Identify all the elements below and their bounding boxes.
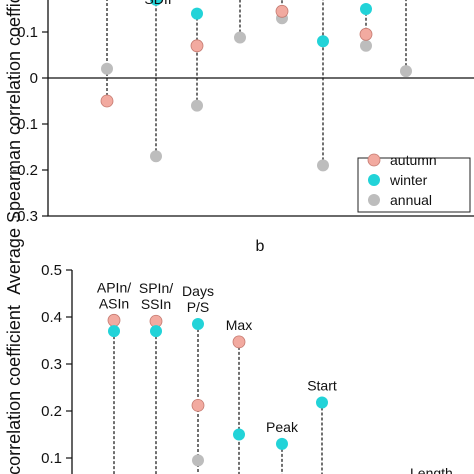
point-label: SSIn bbox=[141, 296, 171, 312]
data-point-annual bbox=[101, 62, 113, 75]
y-tick-label: 0.3 bbox=[41, 356, 62, 373]
y-tick-label: 0.1 bbox=[17, 24, 38, 41]
y-tick-label: -0.1 bbox=[12, 116, 38, 133]
data-point-autumn bbox=[191, 398, 205, 412]
data-point-winter bbox=[233, 428, 245, 441]
data-point-annual bbox=[150, 150, 162, 163]
y-tick-label: 0.1 bbox=[41, 450, 62, 467]
data-point-winter bbox=[192, 318, 204, 331]
data-point-autumn bbox=[275, 4, 289, 18]
point-label: Days bbox=[182, 283, 214, 299]
data-point-annual bbox=[191, 99, 203, 112]
corner-label: Length bbox=[410, 465, 453, 474]
data-point-winter bbox=[191, 7, 203, 20]
y-axis-label: correlation coefficient bbox=[4, 305, 24, 474]
data-point-annual bbox=[192, 454, 204, 467]
data-point-autumn bbox=[190, 39, 204, 53]
panel-b-letter: b bbox=[256, 238, 265, 255]
data-point-winter bbox=[150, 325, 162, 338]
data-point-winter bbox=[150, 0, 162, 6]
legend-label-annual: annual bbox=[390, 192, 432, 208]
data-point-autumn bbox=[232, 335, 246, 349]
data-point-annual bbox=[400, 65, 412, 78]
legend-label-winter: winter bbox=[389, 172, 428, 188]
legend-marker-winter bbox=[368, 174, 380, 186]
point-label: SPIn/ bbox=[139, 280, 173, 296]
y-tick-label: 0.5 bbox=[41, 262, 62, 279]
point-label: Peak bbox=[266, 419, 299, 435]
legend-marker-autumn bbox=[367, 153, 381, 167]
data-point-autumn bbox=[100, 94, 114, 108]
data-point-autumn bbox=[107, 313, 121, 327]
y-axis-label: Average Spearman correlation coefficient bbox=[4, 0, 24, 295]
y-tick-label: 0.4 bbox=[41, 309, 62, 326]
data-point-winter bbox=[317, 35, 329, 48]
y-tick-label: -0.3 bbox=[12, 208, 38, 225]
legend-label-autumn: autumn bbox=[390, 152, 437, 168]
y-tick-label: 0 bbox=[30, 70, 38, 87]
y-tick-label: -0.2 bbox=[12, 162, 38, 179]
point-label: P/S bbox=[187, 299, 210, 315]
panel-b: 0.5 0.4 0.3 0.2 0.1 correlation coefficient AP… bbox=[4, 262, 453, 474]
data-point-annual bbox=[360, 39, 372, 52]
point-label: SDII bbox=[144, 0, 171, 7]
y-tick-label: 0.2 bbox=[41, 403, 62, 420]
data-point-winter bbox=[108, 325, 120, 338]
point-label: Max bbox=[226, 317, 252, 333]
data-point-autumn bbox=[359, 27, 373, 41]
data-point-winter bbox=[360, 3, 372, 15]
point-label: APIn/ bbox=[97, 279, 131, 295]
legend-marker-annual bbox=[368, 194, 380, 206]
data-point-annual bbox=[234, 31, 246, 44]
data-point-winter bbox=[276, 437, 288, 450]
point-label: Start bbox=[307, 378, 337, 394]
point-label: ASIn bbox=[99, 295, 129, 311]
data-point-annual bbox=[317, 159, 329, 172]
data-point-winter bbox=[316, 396, 328, 409]
